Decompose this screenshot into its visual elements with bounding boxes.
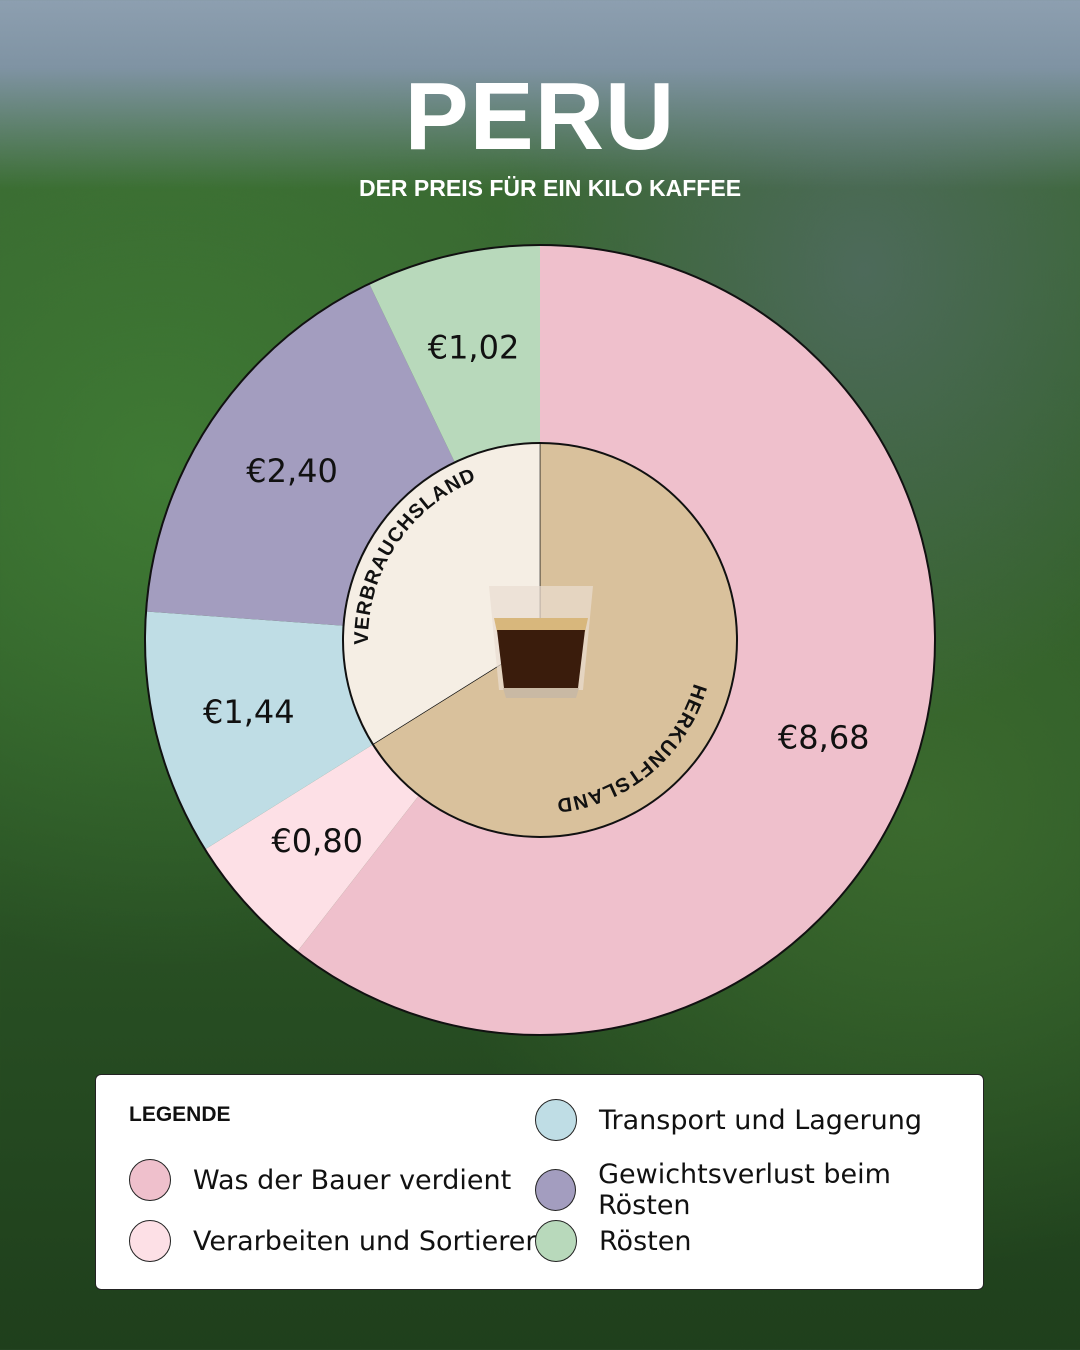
- slice-value-label: €1,44: [203, 693, 295, 731]
- legend-item: Rösten: [535, 1220, 691, 1262]
- legend-label: Was der Bauer verdient: [193, 1164, 512, 1196]
- legend-label: Transport und Lagerung: [599, 1104, 923, 1136]
- page-title: PERU: [404, 63, 676, 170]
- legend-swatch: [535, 1169, 577, 1211]
- legend-title: LEGENDE: [129, 1103, 231, 1126]
- legend-label: Rösten: [599, 1225, 692, 1257]
- legend-item: Transport und Lagerung: [535, 1099, 922, 1141]
- slice-value-label: €1,02: [428, 328, 520, 366]
- legend-swatch: [129, 1159, 171, 1201]
- legend-swatch: [129, 1220, 171, 1262]
- slice-value-label: €2,40: [246, 452, 338, 490]
- legend-item: Verarbeiten und Sortieren: [129, 1220, 543, 1262]
- slice-value-label: €8,68: [778, 718, 870, 756]
- inner-ring-border: [342, 442, 738, 838]
- legend-item: Was der Bauer verdient: [129, 1159, 511, 1201]
- legend-label: Gewichtsverlust beim Rösten: [598, 1159, 891, 1221]
- legend-item: Gewichtsverlust beim Rösten: [535, 1159, 983, 1221]
- legend: LEGENDE Was der Bauer verdient Verarbeit…: [95, 1074, 984, 1290]
- legend-swatch: [535, 1099, 577, 1141]
- page-subtitle: DER PREIS FÜR EIN KILO KAFFEE: [358, 175, 742, 201]
- outer-ring-border: [144, 244, 936, 1036]
- espresso-glass-icon: [489, 586, 593, 698]
- slice-value-label: €0,80: [271, 822, 363, 860]
- legend-label: Verarbeiten und Sortieren: [193, 1225, 543, 1257]
- legend-swatch: [535, 1220, 577, 1262]
